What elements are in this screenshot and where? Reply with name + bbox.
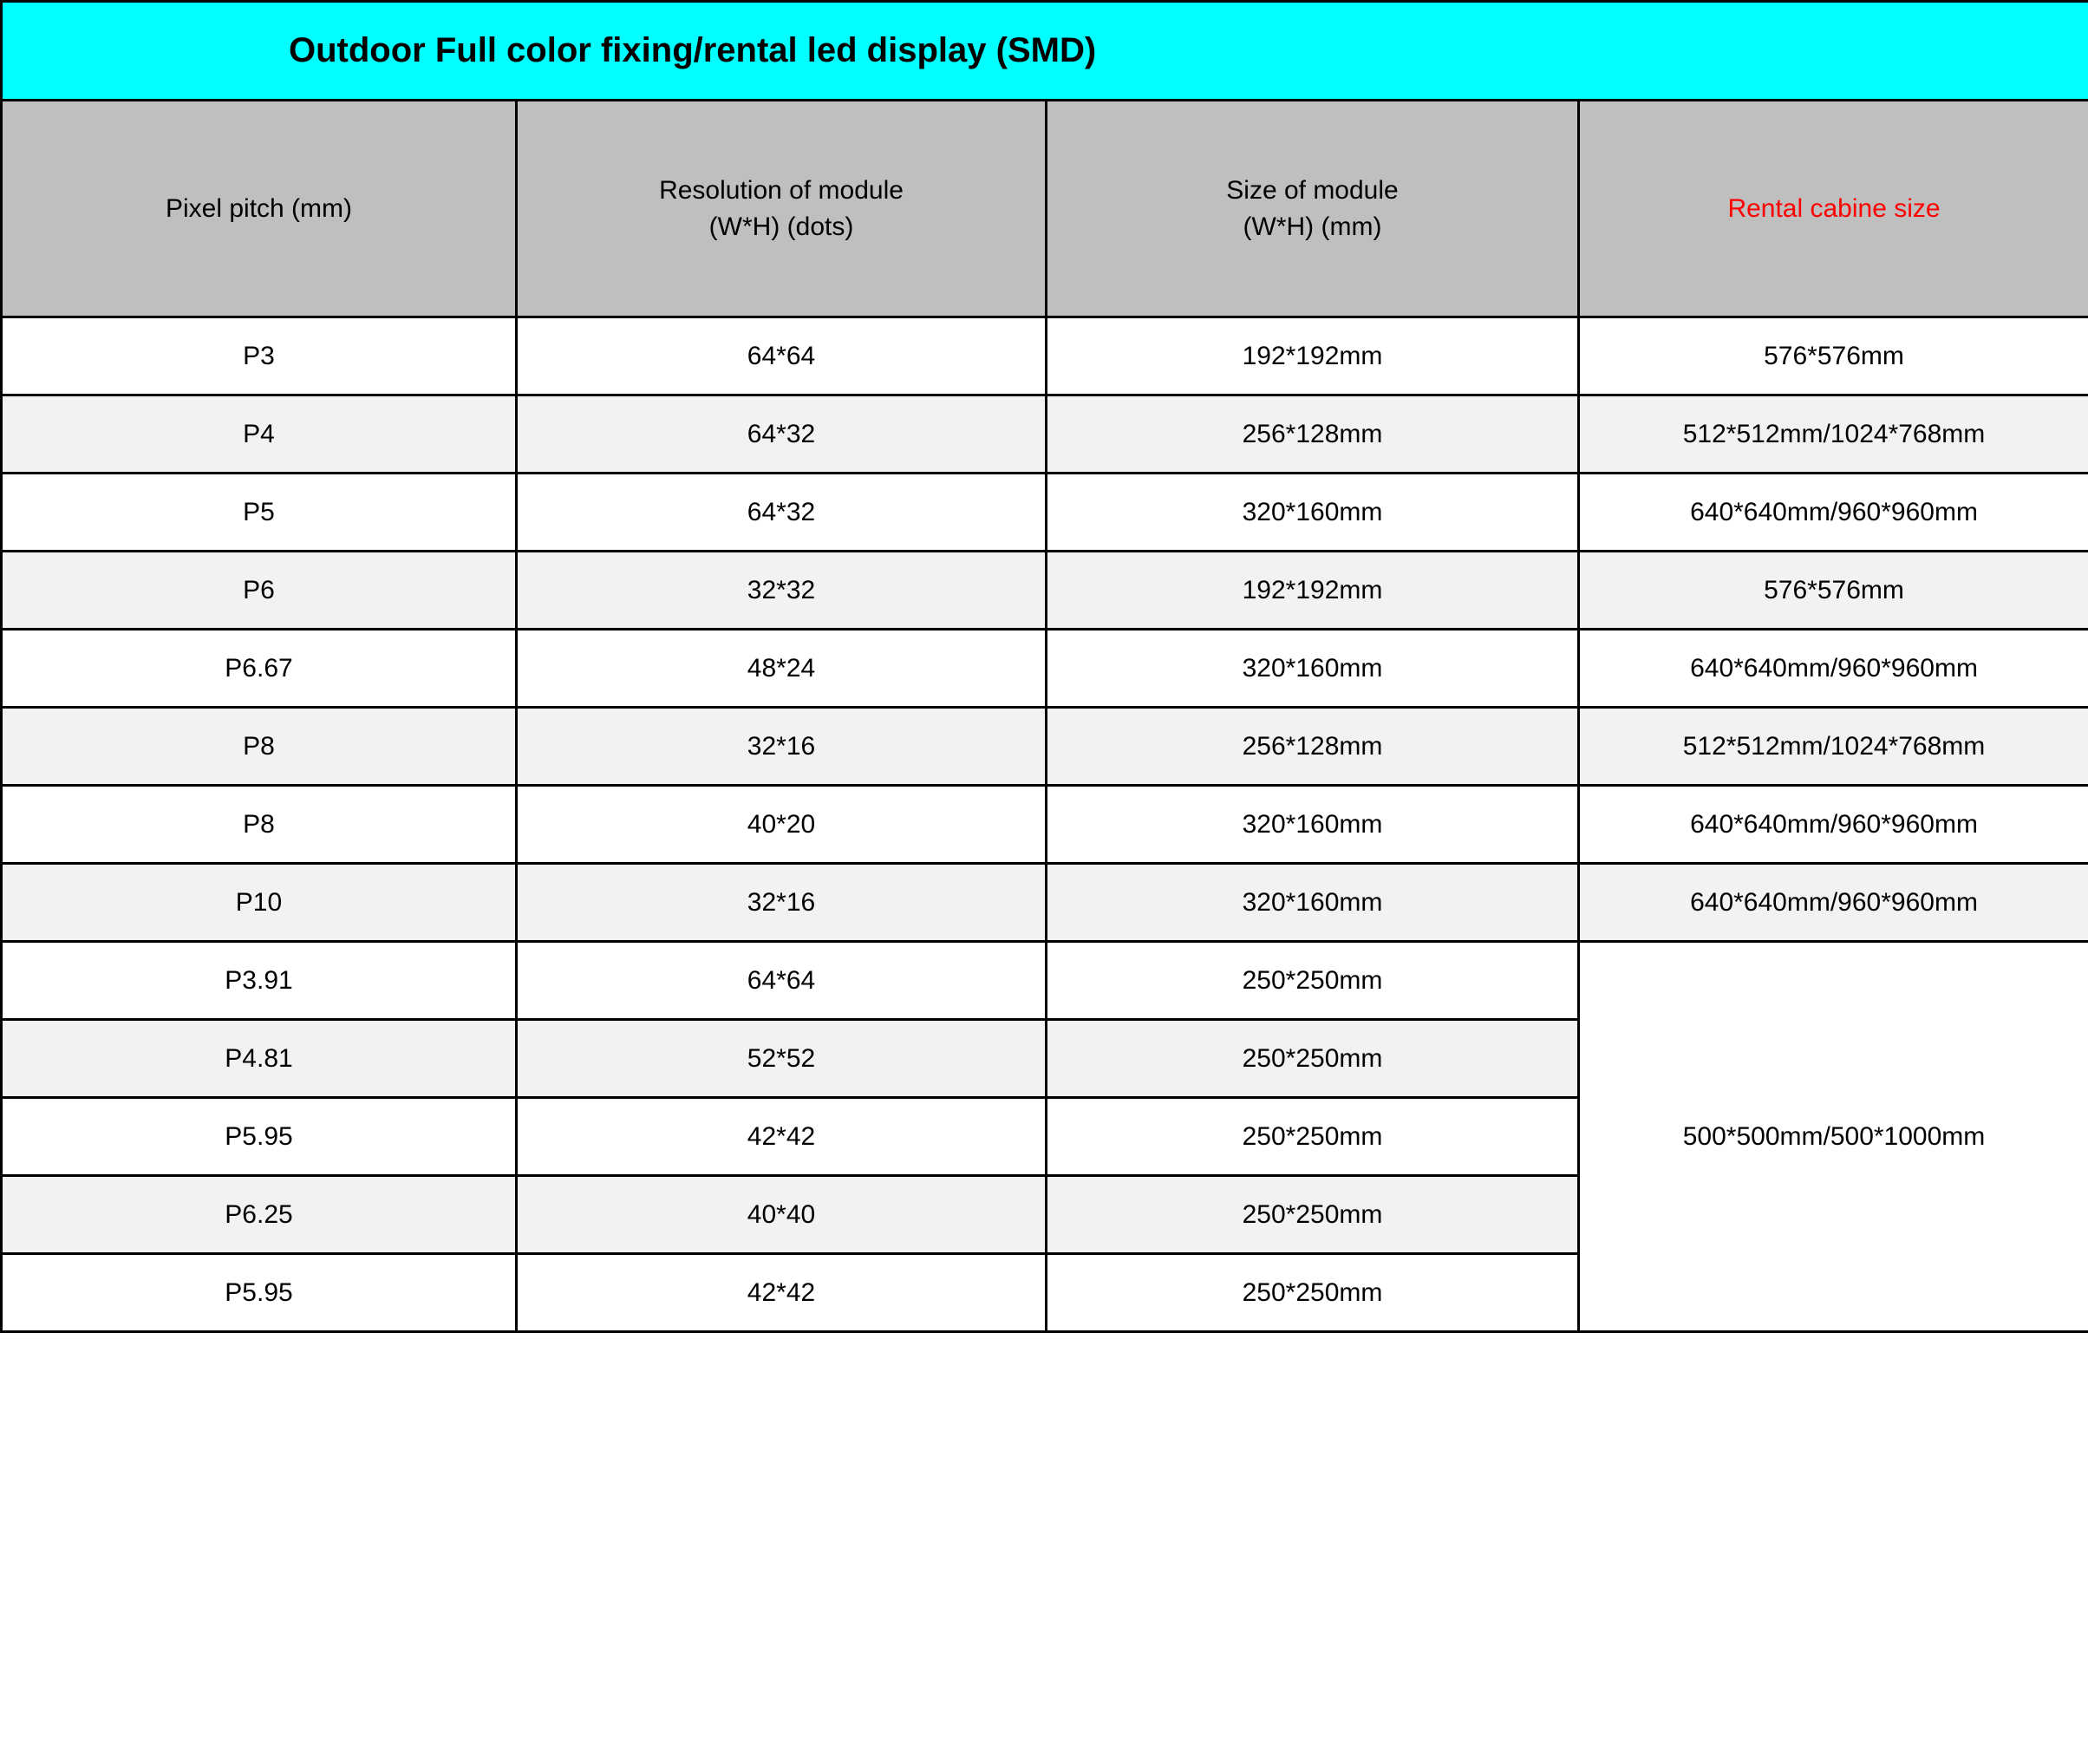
table-cell: 64*64 bbox=[517, 317, 1047, 395]
header-text-line2: (W*H) (mm) bbox=[1243, 212, 1382, 241]
table-cell: P3.91 bbox=[2, 942, 517, 1020]
table-row: P632*32192*192mm576*576mm bbox=[2, 552, 2088, 630]
table-row: P464*32256*128mm512*512mm/1024*768mm bbox=[2, 395, 2088, 474]
header-text-line1: Size of module bbox=[1226, 176, 1398, 205]
table-row: P840*20320*160mm640*640mm/960*960mm bbox=[2, 786, 2088, 864]
table-cell: 640*640mm/960*960mm bbox=[1579, 786, 2088, 864]
table-cell: 576*576mm bbox=[1579, 317, 2088, 395]
table-cell: 64*32 bbox=[517, 474, 1047, 552]
table-cell: 32*16 bbox=[517, 864, 1047, 942]
table-cell: P6.67 bbox=[2, 630, 517, 708]
header-pixel-pitch: Pixel pitch (mm) bbox=[2, 101, 517, 317]
header-row: Pixel pitch (mm) Resolution of module (W… bbox=[2, 101, 2088, 317]
table-cell: 320*160mm bbox=[1047, 786, 1579, 864]
table-cell: P6 bbox=[2, 552, 517, 630]
table-cell: 250*250mm bbox=[1047, 1176, 1579, 1254]
table-row: P832*16256*128mm512*512mm/1024*768mm bbox=[2, 708, 2088, 786]
table-container: Outdoor Full color fixing/rental led dis… bbox=[0, 0, 2088, 1333]
table-cell: P3 bbox=[2, 317, 517, 395]
led-display-table: Outdoor Full color fixing/rental led dis… bbox=[0, 0, 2088, 1333]
table-cell: 52*52 bbox=[517, 1020, 1047, 1098]
table-cell: 32*16 bbox=[517, 708, 1047, 786]
table-cell: 576*576mm bbox=[1579, 552, 2088, 630]
table-cell: P8 bbox=[2, 786, 517, 864]
table-cell: 256*128mm bbox=[1047, 395, 1579, 474]
table-cell: 320*160mm bbox=[1047, 474, 1579, 552]
table-cell: 32*32 bbox=[517, 552, 1047, 630]
table-row: P1032*16320*160mm640*640mm/960*960mm bbox=[2, 864, 2088, 942]
table-cell: 320*160mm bbox=[1047, 864, 1579, 942]
table-cell: 64*64 bbox=[517, 942, 1047, 1020]
table-cell: 192*192mm bbox=[1047, 552, 1579, 630]
table-cell: P5.95 bbox=[2, 1098, 517, 1176]
table-cell: 42*42 bbox=[517, 1254, 1047, 1332]
table-cell: 40*20 bbox=[517, 786, 1047, 864]
table-cell: 192*192mm bbox=[1047, 317, 1579, 395]
table-cell: 512*512mm/1024*768mm bbox=[1579, 708, 2088, 786]
table-cell: 40*40 bbox=[517, 1176, 1047, 1254]
table-row: P6.6748*24320*160mm640*640mm/960*960mm bbox=[2, 630, 2088, 708]
table-cell: 250*250mm bbox=[1047, 1020, 1579, 1098]
table-body: P364*64192*192mm576*576mmP464*32256*128m… bbox=[2, 317, 2088, 1332]
table-cell: 640*640mm/960*960mm bbox=[1579, 474, 2088, 552]
table-cell: 320*160mm bbox=[1047, 630, 1579, 708]
header-rental-cabine: Rental cabine size bbox=[1579, 101, 2088, 317]
table-cell: 250*250mm bbox=[1047, 1254, 1579, 1332]
header-text: Pixel pitch (mm) bbox=[166, 194, 352, 223]
table-cell: 640*640mm/960*960mm bbox=[1579, 630, 2088, 708]
table-row: P364*64192*192mm576*576mm bbox=[2, 317, 2088, 395]
table-row: P564*32320*160mm640*640mm/960*960mm bbox=[2, 474, 2088, 552]
table-cell: P10 bbox=[2, 864, 517, 942]
table-cell: P6.25 bbox=[2, 1176, 517, 1254]
table-cell: P5 bbox=[2, 474, 517, 552]
table-cell: 250*250mm bbox=[1047, 942, 1579, 1020]
table-cell: 48*24 bbox=[517, 630, 1047, 708]
table-row: P3.9164*64250*250mm500*500mm/500*1000mm bbox=[2, 942, 2088, 1020]
table-cell-merged: 500*500mm/500*1000mm bbox=[1579, 942, 2088, 1332]
table-cell: 42*42 bbox=[517, 1098, 1047, 1176]
table-cell: 256*128mm bbox=[1047, 708, 1579, 786]
table-cell: 64*32 bbox=[517, 395, 1047, 474]
table-cell: P4.81 bbox=[2, 1020, 517, 1098]
table-cell: P5.95 bbox=[2, 1254, 517, 1332]
table-cell: P4 bbox=[2, 395, 517, 474]
header-text-line1: Resolution of module bbox=[659, 176, 904, 205]
table-cell: 512*512mm/1024*768mm bbox=[1579, 395, 2088, 474]
table-cell: 250*250mm bbox=[1047, 1098, 1579, 1176]
header-size: Size of module (W*H) (mm) bbox=[1047, 101, 1579, 317]
table-cell: P8 bbox=[2, 708, 517, 786]
header-text: Rental cabine size bbox=[1727, 194, 1940, 223]
table-cell: 640*640mm/960*960mm bbox=[1579, 864, 2088, 942]
header-resolution: Resolution of module (W*H) (dots) bbox=[517, 101, 1047, 317]
table-title: Outdoor Full color fixing/rental led dis… bbox=[2, 2, 2088, 101]
title-row: Outdoor Full color fixing/rental led dis… bbox=[2, 2, 2088, 101]
header-text-line2: (W*H) (dots) bbox=[709, 212, 854, 241]
